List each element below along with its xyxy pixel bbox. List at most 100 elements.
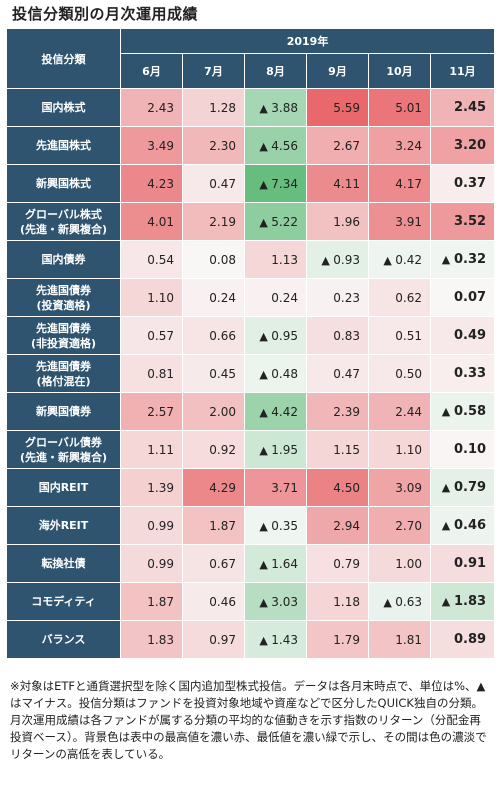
footnote: ※対象はETFと通貨選択型を除く国内追加型株式投信。データは各月末時点で、単位は… — [10, 679, 487, 761]
row-label-line: 先進国株式 — [36, 139, 91, 152]
value-cell: 4.23 — [120, 164, 183, 203]
row-label-line: 国内REIT — [38, 481, 89, 494]
table-row: 国内債券 0.540.081.130.930.420.32 — [6, 240, 496, 279]
value-cell: 3.24 — [368, 126, 431, 165]
value-cell: 0.89 — [429, 620, 496, 659]
value-cell: 0.23 — [306, 278, 369, 317]
value-cell: 0.66 — [182, 316, 245, 355]
value-cell: 0.79 — [306, 544, 369, 583]
value-cell: 3.09 — [368, 468, 431, 507]
value-cell: 0.83 — [306, 316, 369, 355]
value-cell: 2.94 — [306, 506, 369, 545]
value-cell: 2.39 — [306, 392, 369, 431]
value-cell: 0.47 — [182, 164, 245, 203]
row-label-line: バランス — [41, 633, 86, 646]
value-cell: 0.99 — [120, 544, 183, 583]
value-cell: 0.50 — [368, 354, 431, 393]
month-header: 6月 — [120, 53, 183, 89]
value-cell: 0.79 — [429, 468, 496, 507]
value-cell: 3.20 — [429, 126, 496, 165]
value-cell: 4.56 — [244, 126, 307, 165]
value-cell: 2.57 — [120, 392, 183, 431]
row-label: 先進国債券 (投資適格) — [6, 278, 121, 317]
table-row: 先進国債券 (投資適格) 1.10 0.24 0.24 0.23 0.62 0.07 — [6, 278, 496, 317]
row-label: グローバル株式 (先進・新興複合) — [6, 202, 121, 241]
year-header: 2019年 — [119, 28, 496, 54]
value-cell: 1.15 — [306, 430, 369, 469]
value-cell: 0.47 — [306, 354, 369, 393]
month-header: 11月 — [429, 53, 496, 89]
value-cell: 0.42 — [368, 240, 431, 279]
value-cell: 3.03 — [244, 582, 307, 621]
value-cell: 0.99 — [120, 506, 183, 545]
row-label: 国内債券 — [6, 240, 121, 279]
value-cell: 2.30 — [182, 126, 245, 165]
corner-header: 投信分類 — [6, 28, 121, 89]
value-cell: 1.39 — [120, 468, 183, 507]
row-label-line: 転換社債 — [41, 557, 86, 570]
value-cell: 4.17 — [368, 164, 431, 203]
value-cell: 0.58 — [429, 392, 496, 431]
row-label: 先進国債券 (非投資適格) — [6, 316, 121, 355]
value-cell: 1.00 — [368, 544, 431, 583]
table-row: 先進国債券(非投資適格)0.570.660.950.830.510.49 — [6, 316, 496, 355]
value-cell: 0.24 — [182, 278, 245, 317]
row-label-line: (先進・新興複合) — [19, 450, 108, 464]
row-label-line: 新興国株式 — [36, 177, 91, 190]
table-row: 転換社債 0.990.671.640.791.000.91 — [6, 544, 496, 583]
row-label: グローバル債券 (先進・新興複合) — [6, 430, 121, 469]
value-cell: 3.52 — [429, 202, 496, 241]
value-cell: 0.95 — [244, 316, 307, 355]
value-cell: 1.10 — [368, 430, 431, 469]
row-label-line: (先進・新興複合) — [19, 222, 108, 236]
value-cell: 2.44 — [368, 392, 431, 431]
value-cell: 0.91 — [429, 544, 496, 583]
value-cell: 1.81 — [368, 620, 431, 659]
value-cell: 0.51 — [368, 316, 431, 355]
value-cell: 1.87 — [120, 582, 183, 621]
row-label: 国内株式 — [6, 88, 121, 127]
row-label-line: (格付混在) — [36, 374, 91, 388]
value-cell: 2.00 — [182, 392, 245, 431]
value-cell: 1.83 — [120, 620, 183, 659]
value-cell: 0.67 — [182, 544, 245, 583]
value-cell: 0.97 — [182, 620, 245, 659]
value-cell: 0.49 — [429, 316, 496, 355]
value-cell: 3.49 — [120, 126, 183, 165]
row-label-line: グローバル株式 — [25, 207, 102, 221]
row-label: 海外REIT — [6, 506, 121, 545]
value-cell: 3.91 — [368, 202, 431, 241]
row-label-line: グローバル債券 — [25, 435, 102, 449]
value-cell: 0.92 — [182, 430, 245, 469]
value-cell: 0.37 — [429, 164, 496, 203]
value-cell: 4.11 — [306, 164, 369, 203]
value-cell: 1.28 — [182, 88, 245, 127]
row-label: バランス — [6, 620, 121, 659]
value-cell: 0.32 — [429, 240, 496, 279]
value-cell: 3.88 — [244, 88, 307, 127]
value-cell: 0.45 — [182, 354, 245, 393]
table-row: 先進国債券(格付混在)0.810.450.480.470.500.33 — [6, 354, 496, 393]
value-cell: 2.43 — [120, 88, 183, 127]
value-cell: 0.35 — [244, 506, 307, 545]
row-label-line: 国内株式 — [41, 101, 86, 114]
value-cell: 2.19 — [182, 202, 245, 241]
value-cell: 4.42 — [244, 392, 307, 431]
table-row: バランス 1.830.971.431.791.810.89 — [6, 620, 496, 659]
value-cell: 5.01 — [368, 88, 431, 127]
value-cell: 0.46 — [429, 506, 496, 545]
row-label-line: (投資適格) — [36, 298, 91, 312]
value-cell: 5.59 — [306, 88, 369, 127]
row-label: 転換社債 — [6, 544, 121, 583]
value-cell: 3.71 — [244, 468, 307, 507]
table-row: 国内株式 2.431.283.885.595.012.45 — [6, 88, 496, 127]
table-row: 新興国債券 2.572.004.422.392.440.58 — [6, 392, 496, 431]
table-row: 海外REIT 0.991.870.352.942.700.46 — [6, 506, 496, 545]
row-label: 先進国債券 (格付混在) — [6, 354, 121, 393]
value-cell: 1.87 — [182, 506, 245, 545]
value-cell: 1.10 — [120, 278, 183, 317]
table-row: グローバル債券(先進・新興複合)1.110.921.951.151.100.10 — [6, 430, 496, 469]
value-cell: 1.11 — [120, 430, 183, 469]
value-cell: 0.10 — [429, 430, 496, 469]
value-cell: 0.24 — [244, 278, 307, 317]
